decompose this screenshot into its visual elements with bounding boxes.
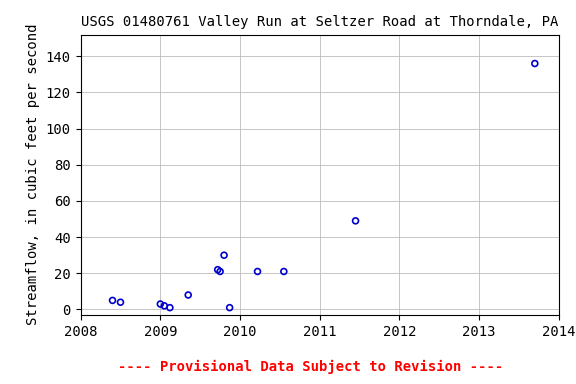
Point [213,266,222,273]
Point [116,299,125,305]
Y-axis label: Streamflow, in cubic feet per second: Streamflow, in cubic feet per second [26,24,40,326]
Point [351,218,360,224]
Point [184,292,193,298]
Point [156,301,165,307]
Point [165,305,175,311]
Text: ---- Provisional Data Subject to Revision ----: ---- Provisional Data Subject to Revisio… [119,360,503,374]
Title: USGS 01480761 Valley Run at Seltzer Road at Thorndale, PA: USGS 01480761 Valley Run at Seltzer Road… [81,15,558,29]
Point [530,60,540,66]
Point [215,268,225,275]
Point [253,268,262,275]
Point [160,303,169,309]
Point [219,252,229,258]
Point [108,297,117,303]
Point [279,268,289,275]
Point [225,305,234,311]
